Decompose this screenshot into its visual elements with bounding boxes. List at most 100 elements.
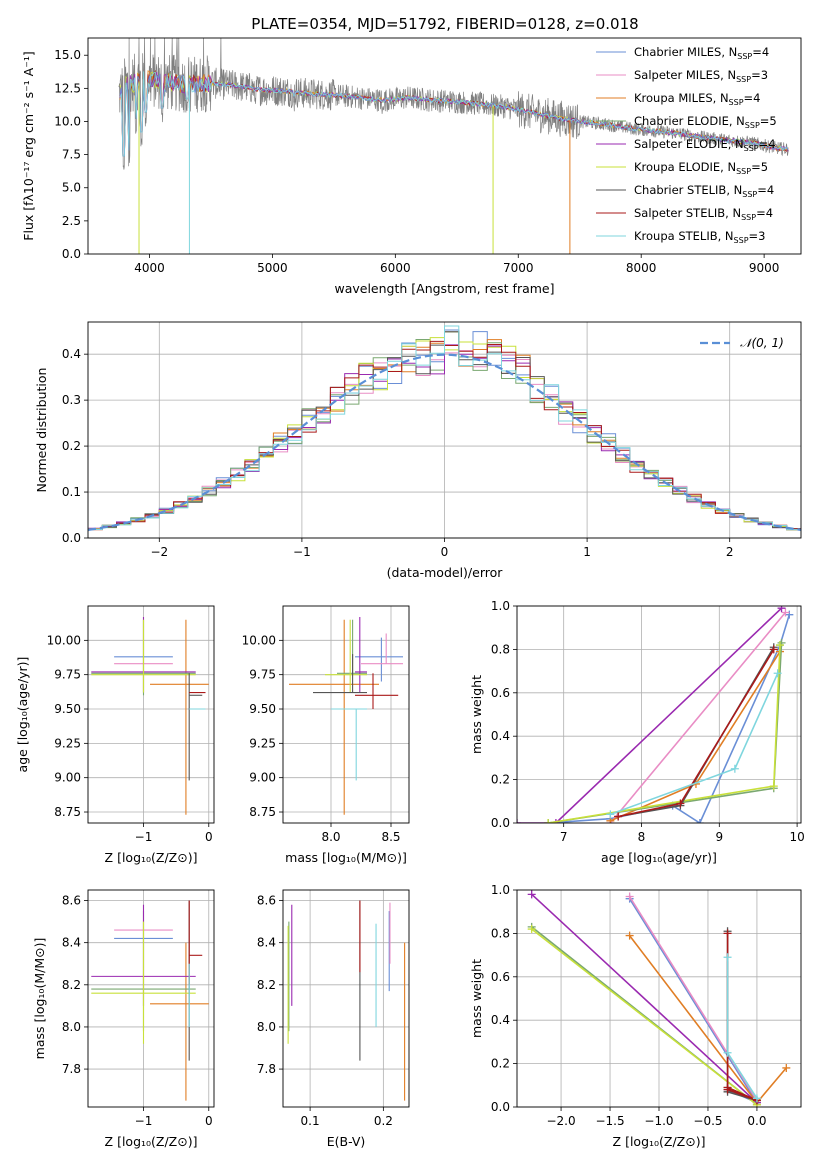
axes-frame <box>87 605 215 824</box>
x-tick-label: 9000 <box>749 261 780 275</box>
x-axis-label: age [log₁₀(age/yr)] <box>601 850 717 865</box>
y-tick-label: 0.8 <box>491 642 510 656</box>
y-tick-label: 8.2 <box>62 978 81 992</box>
legend-entry-c_stelib: Chabrier STELIB, NSSP=4 <box>634 183 774 199</box>
y-axis-label: Normed distribution <box>34 368 49 493</box>
x-tick-label: −0.5 <box>693 1114 722 1128</box>
y-tick-label: 7.5 <box>62 148 81 162</box>
weight-point-k_elodie <box>769 782 778 791</box>
y-tick-label: 8.6 <box>62 894 81 908</box>
y-tick-label: 0.6 <box>491 686 510 700</box>
weight-point-k_miles <box>782 1063 791 1072</box>
weight-data <box>527 890 791 1107</box>
x-tick-label: 7 <box>560 830 568 844</box>
weight-line-c_miles <box>628 898 759 1105</box>
weight-point-k_miles <box>625 931 634 940</box>
y-tick-label: 0.4 <box>62 347 81 361</box>
panel-age-vs-mass: 8.0 8.5 8.75 9.00 9.25 9.50 9.75 10.00 mass [log… <box>242 605 410 865</box>
axes-frame <box>87 37 802 255</box>
errorbar-data <box>91 900 209 1101</box>
weight-point-s_elodie <box>527 890 536 899</box>
panel-mass-weight-vs-metallicity: −2.0 −1.5 −1.0 −0.5 0.0 0.0 0.2 0.4 0.6 0.8 1.0 Z [… <box>469 883 802 1149</box>
x-tick-label: 7000 <box>503 261 534 275</box>
x-tick-label: −1.0 <box>644 1114 673 1128</box>
axes-frame <box>87 889 215 1108</box>
weight-point-k_stelib <box>606 810 615 819</box>
x-axis-label: Z [log₁₀(Z/Z⊙)] <box>613 1134 706 1149</box>
y-tick-label: 7.8 <box>62 1062 81 1076</box>
x-tick-label: −1 <box>135 1114 153 1128</box>
y-tick-label: 0.0 <box>491 1100 510 1114</box>
y-tick-label: 0.6 <box>491 970 510 984</box>
y-tick-label: 9.00 <box>54 771 81 785</box>
weight-point-k_stelib <box>730 764 739 773</box>
x-tick-label: 0 <box>205 830 213 844</box>
y-tick-label: 0.1 <box>62 485 81 499</box>
y-tick-label: 12.5 <box>54 81 81 95</box>
y-tick-label: 8.75 <box>54 805 81 819</box>
weight-point-k_stelib <box>773 669 782 678</box>
model-spectrum-k_stelib <box>119 71 789 157</box>
weight-point-k_elodie <box>544 819 553 823</box>
y-axis-label: mass [log₁₀(M/M⊙)] <box>32 938 47 1060</box>
axes-frame <box>87 321 802 539</box>
legend-entry-k_miles: Kroupa MILES, NSSP=4 <box>634 91 760 107</box>
x-tick-label: 2 <box>726 545 734 559</box>
x-axis-label: mass [log₁₀(M/M⊙)] <box>285 850 407 865</box>
y-axis-label: mass weight <box>469 675 484 754</box>
axes-frame <box>516 605 802 824</box>
x-tick-label: 4000 <box>134 261 165 275</box>
x-tick-label: 1 <box>583 545 591 559</box>
weight-point-s_stelib <box>676 799 685 808</box>
y-tick-label: 7.8 <box>257 1062 276 1076</box>
y-tick-label: 0.2 <box>62 439 81 453</box>
weight-point-s_miles <box>781 608 790 617</box>
y-tick-label: 0.2 <box>491 1057 510 1071</box>
axes-frame <box>516 889 802 1108</box>
y-tick-label: 1.0 <box>491 599 510 613</box>
weight-point-s_stelib <box>723 1083 732 1092</box>
y-tick-label: 0.0 <box>491 816 510 830</box>
legend-entry-k_stelib: Kroupa STELIB, NSSP=3 <box>634 229 765 245</box>
y-tick-label: 0.4 <box>491 1013 510 1027</box>
y-tick-label: 0.3 <box>62 393 81 407</box>
x-tick-label: 6000 <box>380 261 411 275</box>
axes-frame <box>282 605 410 824</box>
y-tick-label: 0.0 <box>62 247 81 261</box>
errorbar-data <box>287 900 406 1101</box>
weight-point-c_miles <box>695 819 704 823</box>
spectrum-legend: Chabrier MILES, NSSP=4 Salpeter MILES, NS… <box>596 45 777 245</box>
x-axis-label: E(B-V) <box>327 1134 366 1149</box>
weight-line-k_elodie <box>531 928 758 1106</box>
x-tick-label: 0.2 <box>374 1114 393 1128</box>
weight-point-s_stelib <box>769 645 778 654</box>
x-tick-label: −1 <box>135 830 153 844</box>
axes-frame <box>282 889 410 1108</box>
legend-entry-normal: 𝒩(0, 1) <box>740 336 784 350</box>
figure-title: PLATE=0354, MJD=51792, FIBERID=0128, z=0… <box>251 15 638 33</box>
y-tick-label: 9.50 <box>54 702 81 716</box>
y-tick-label: 9.25 <box>54 736 81 750</box>
x-tick-label: 0.1 <box>301 1114 320 1128</box>
y-tick-label: 8.75 <box>249 805 276 819</box>
y-tick-label: 9.75 <box>249 668 276 682</box>
weight-point-s_elodie <box>551 819 560 823</box>
y-tick-label: 8.2 <box>257 978 276 992</box>
y-tick-label: 0.4 <box>491 729 510 743</box>
weight-point-s_miles <box>625 892 634 901</box>
x-axis-label: (data-model)/error <box>387 565 504 580</box>
errorbar-data <box>289 616 403 815</box>
legend-entry-s_elodie: Salpeter ELODIE, NSSP=4 <box>634 137 776 153</box>
y-tick-label: 8.6 <box>257 894 276 908</box>
panel-mass-weight-vs-age: 7 8 9 10 0.0 0.2 0.4 0.6 0.8 1.0 age [log₁₀(age/yr… <box>469 599 805 865</box>
legend-entry-c_miles: Chabrier MILES, NSSP=4 <box>634 45 769 61</box>
y-tick-label: 10.00 <box>242 633 276 647</box>
x-tick-label: −2 <box>150 545 168 559</box>
observed-spectrum-line <box>118 38 789 170</box>
x-axis-label: Z [log₁₀(Z/Z⊙)] <box>105 850 198 865</box>
y-tick-label: 2.5 <box>62 214 81 228</box>
legend-entry-s_miles: Salpeter MILES, NSSP=3 <box>634 68 768 84</box>
weight-point-k_stelib <box>752 1094 761 1103</box>
y-axis-label: mass weight <box>469 959 484 1038</box>
